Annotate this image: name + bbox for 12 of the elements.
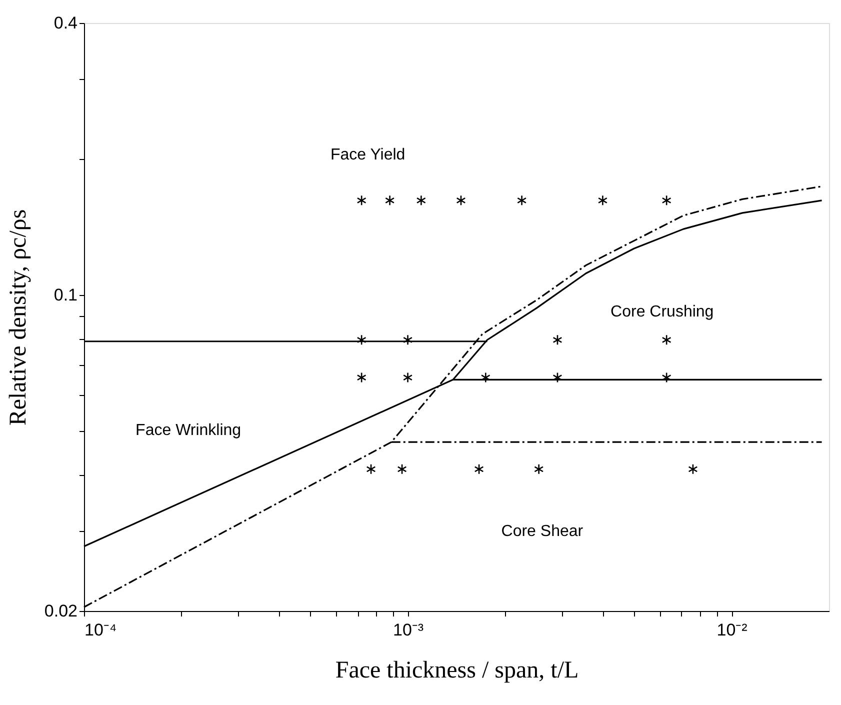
y-axis-title: Relative density, ρc/ρs	[5, 209, 32, 426]
annotation: Core Crushing	[610, 304, 714, 321]
annotation: Face Wrinkling	[136, 422, 242, 439]
annotation: Core Shear	[501, 523, 584, 540]
x-axis-title: Face thickness / span, t/L	[335, 658, 579, 684]
x-tick-label: 10⁻⁴	[84, 620, 117, 640]
y-tick-label: 0.1	[54, 286, 78, 305]
x-tick-label: 10⁻²	[716, 620, 748, 640]
annotation: Face Yield	[330, 146, 406, 164]
y-tick-label: 0.4	[54, 14, 78, 32]
x-tick-label: 10⁻³	[392, 620, 424, 640]
y-tick-label: 0.02	[44, 602, 78, 620]
